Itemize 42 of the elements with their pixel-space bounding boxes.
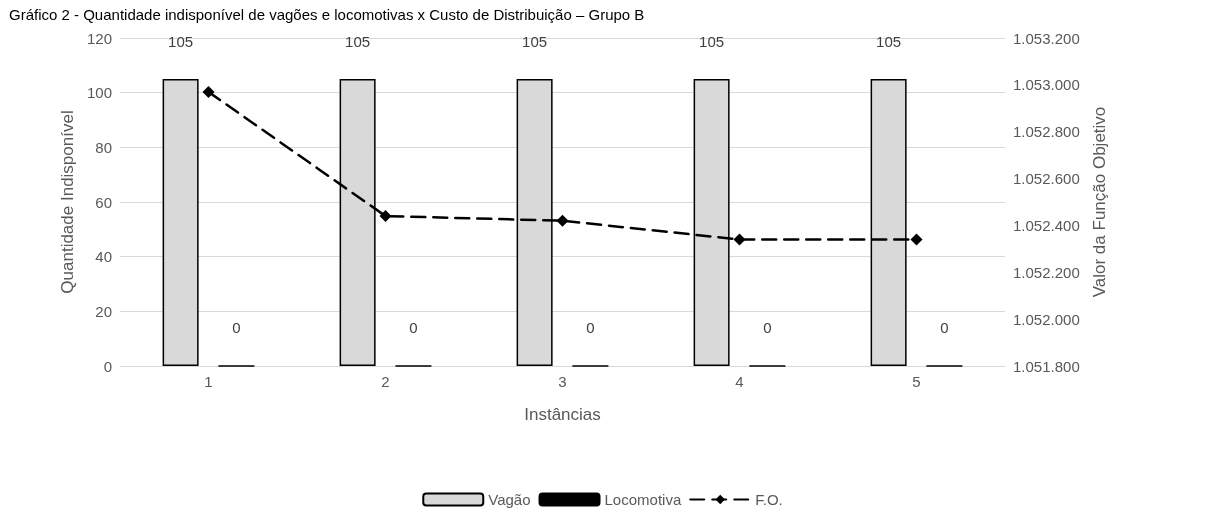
- y-tick-label: 80: [95, 138, 112, 156]
- y2-tick-label: 1.053.200: [1013, 29, 1080, 47]
- point: [379, 210, 392, 223]
- y2-tick-label: 1.052.600: [1013, 170, 1080, 188]
- legend-label: F.O.: [755, 491, 783, 508]
- data-label: 0: [940, 319, 949, 337]
- y-tick-label: 20: [95, 302, 112, 320]
- data-label: 0: [232, 319, 241, 337]
- x-tick-label: 2: [381, 373, 390, 390]
- x-tick-label: 1: [204, 373, 213, 390]
- y-tick-label: 60: [95, 193, 112, 211]
- data-label: 105: [345, 33, 371, 50]
- y2-tick-label: 1.051.800: [1013, 357, 1080, 375]
- x-axis-title: Instâncias: [524, 405, 601, 424]
- data-label: 0: [763, 319, 772, 337]
- x-tick-label: 3: [558, 373, 567, 390]
- y2-tick-label: 1.052.200: [1013, 263, 1080, 281]
- y2-axis-title: Valor da Função Objetivo: [1089, 106, 1109, 298]
- y-tick-label: 0: [103, 357, 112, 375]
- y-tick-label: 100: [86, 84, 112, 102]
- y-tick-label: 120: [86, 29, 112, 47]
- data-label: 105: [876, 33, 902, 50]
- point: [910, 233, 923, 246]
- y-tick-label: 40: [95, 248, 112, 266]
- point: [733, 233, 746, 246]
- y2-tick-label: 1.052.800: [1013, 123, 1080, 141]
- data-label: 105: [522, 33, 548, 50]
- x-tick-label: 4: [735, 373, 744, 390]
- chart-title: Gráfico 2 - Quantidade indisponível de vagões e locomotivas x Custo de Distribuição – Grupo B: [9, 6, 645, 23]
- y-axis-title: Quantidade Indisponível: [58, 110, 78, 294]
- data-label: 0: [586, 319, 595, 337]
- data-label: 105: [168, 33, 194, 50]
- y2-tick-label: 1.053.000: [1013, 76, 1080, 94]
- legend-label: Vagão: [488, 491, 531, 508]
- point: [202, 85, 215, 98]
- legend-label: Locomotiva: [604, 491, 682, 508]
- point: [556, 214, 569, 227]
- y2-tick-label: 1.052.000: [1013, 310, 1080, 328]
- data-label: 0: [409, 319, 418, 337]
- data-label: 105: [699, 33, 725, 50]
- x-tick-label: 5: [912, 373, 921, 390]
- y2-tick-label: 1.052.400: [1013, 216, 1080, 234]
